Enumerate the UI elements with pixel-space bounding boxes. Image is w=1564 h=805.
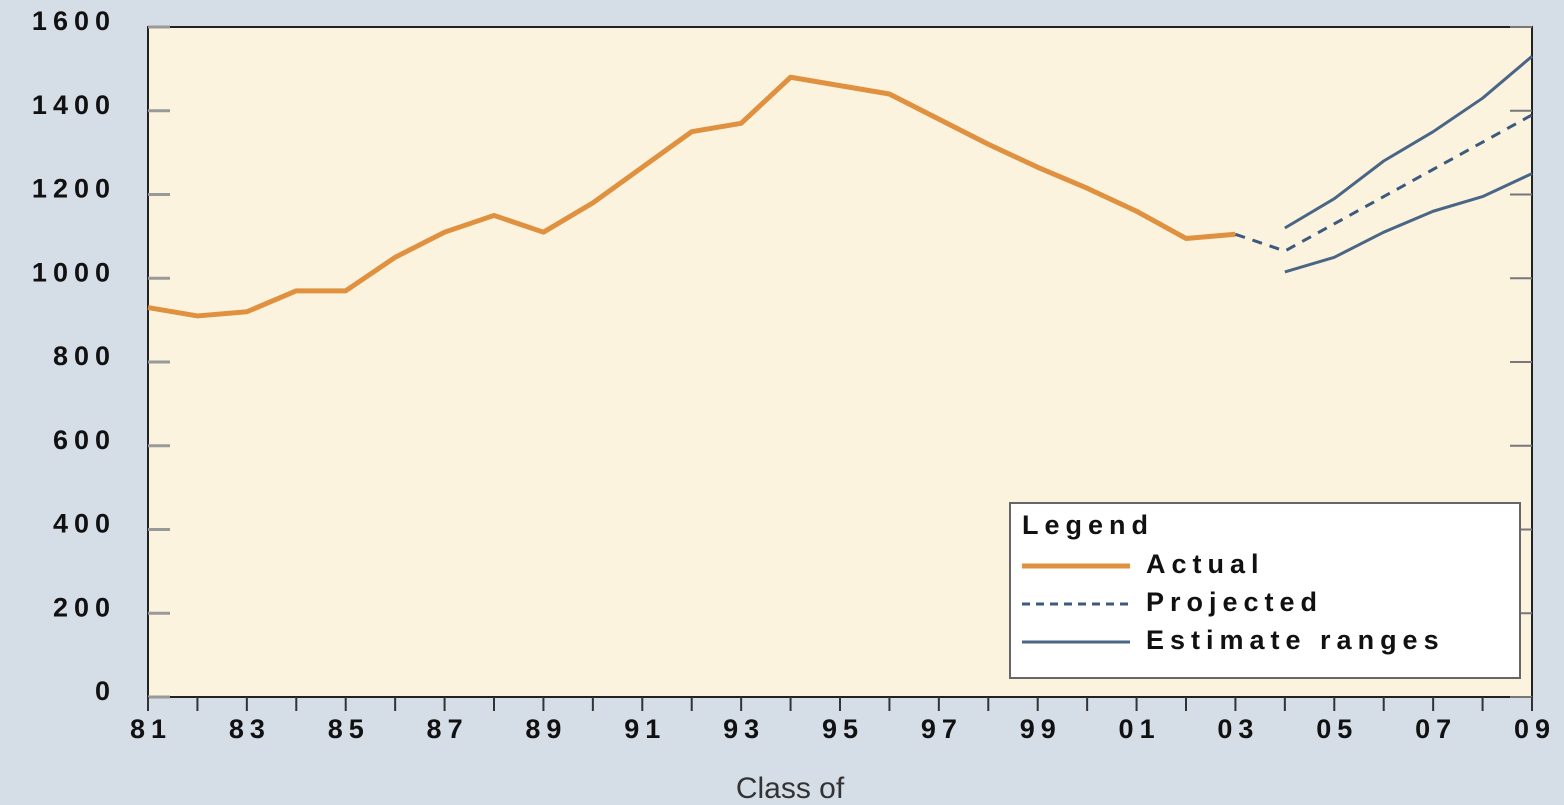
x-tick-label: 09	[1514, 714, 1556, 744]
legend-label: Projected	[1146, 587, 1323, 617]
x-tick-label: 01	[1119, 714, 1161, 744]
legend-label: Actual	[1146, 549, 1265, 579]
y-tick-label: 1600	[32, 6, 116, 36]
x-tick-label: 05	[1316, 714, 1358, 744]
x-tick-label: 87	[427, 714, 469, 744]
x-tick-label: 93	[723, 714, 765, 744]
x-tick-label: 89	[525, 714, 567, 744]
line	[1234, 113, 1533, 253]
x-tick-label: 97	[921, 714, 963, 744]
x-tick-label: 83	[229, 714, 271, 744]
y-tick-label: 800	[53, 341, 116, 371]
x-tick-label: 07	[1415, 714, 1457, 744]
y-tick-label: 400	[53, 509, 116, 539]
x-tick-label: 85	[328, 714, 370, 744]
y-tick-label: 1400	[32, 90, 116, 120]
y-tick-label: 200	[53, 592, 116, 622]
line	[1284, 172, 1533, 274]
line	[1284, 55, 1533, 230]
x-axis-label: Class of	[736, 772, 845, 805]
x-tick-label: 91	[624, 714, 666, 744]
line	[147, 74, 1236, 319]
y-tick-label: 1200	[32, 174, 116, 204]
x-tick-label: 99	[1020, 714, 1062, 744]
legend-label: Estimate ranges	[1146, 625, 1445, 655]
x-tick-label: 95	[822, 714, 864, 744]
legend-box	[1009, 502, 1521, 679]
y-tick-label: 1000	[32, 257, 116, 287]
y-tick-label: 0	[95, 676, 116, 706]
x-tick-label: 03	[1217, 714, 1259, 744]
legend-title: Legend	[1022, 510, 1154, 540]
y-tick-label: 600	[53, 425, 116, 455]
x-tick-label: 81	[130, 714, 172, 744]
